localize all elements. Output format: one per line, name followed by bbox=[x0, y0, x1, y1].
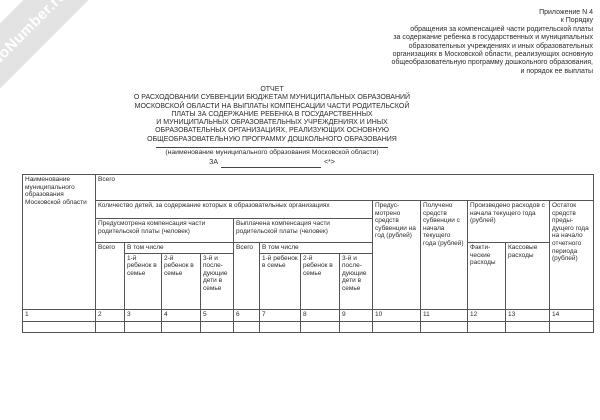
header-paid-including: В том числе bbox=[259, 242, 373, 254]
column-number-cell: 10 bbox=[372, 308, 421, 322]
header-prev-year-balance: Остаток средств преды- дущего года на на… bbox=[548, 200, 595, 310]
appendix-line: образовательных учреждениях и иных образ… bbox=[408, 42, 593, 50]
title-line: О РАСХОДОВАНИИ СУБВЕНЦИИ БЮДЖЕТАМ МУНИЦИ… bbox=[133, 94, 411, 102]
report-table: Наименование муниципального образования … bbox=[22, 174, 595, 333]
appendix-note: Приложение N 4 к Порядку обращения за ко… bbox=[391, 9, 593, 76]
column-number-cell: 11 bbox=[420, 308, 468, 322]
empty-data-cell bbox=[259, 320, 301, 333]
period-label: ЗА bbox=[209, 159, 218, 167]
appendix-line: и порядок ее выплаты bbox=[520, 67, 593, 75]
page-title: ОТЧЕТ bbox=[260, 86, 284, 93]
column-number-cell: 8 bbox=[300, 308, 340, 322]
appendix-line: общеобразовательную программу дошкольног… bbox=[391, 59, 593, 67]
column-number-cell: 7 bbox=[259, 308, 301, 322]
empty-data-cell bbox=[505, 320, 550, 333]
empty-data-cell bbox=[300, 320, 340, 333]
header-total: Всего bbox=[94, 174, 595, 201]
column-number-row: 1 2 3 4 5 6 7 8 9 10 11 12 13 14 bbox=[22, 308, 595, 322]
header-paid-child-1: 1-й ребенок в семье bbox=[259, 252, 301, 310]
column-number-cell: 9 bbox=[339, 308, 373, 322]
header-provided-including: В том числе bbox=[124, 242, 234, 254]
header-provided-child-2: 2-й ребенок в семье bbox=[161, 252, 201, 310]
header-provided-subtotal: Всего bbox=[95, 242, 125, 310]
appendix-line: за содержание ребенка в государственных … bbox=[393, 34, 593, 42]
appendix-line: организациях в Московской области, реали… bbox=[392, 51, 593, 59]
empty-data-cell bbox=[233, 320, 260, 333]
header-actual-expenses: Факти- ческие расходы bbox=[467, 242, 506, 310]
report-title-block: ОТЧЕТ О РАСХОДОВАНИИ СУБВЕНЦИИ БЮДЖЕТАМ … bbox=[0, 86, 544, 168]
empty-data-cell bbox=[161, 320, 201, 333]
header-paid-child-2: 2-й ребенок в семье bbox=[300, 252, 340, 310]
column-number-cell: 3 bbox=[124, 308, 162, 322]
column-number-cell: 1 bbox=[22, 308, 96, 322]
header-paid-subtotal: Всего bbox=[233, 242, 260, 310]
empty-data-cell bbox=[200, 320, 234, 333]
period-blank bbox=[221, 160, 321, 168]
empty-data-cell bbox=[420, 320, 468, 333]
header-provided-child-1: 1-й ребенок в семье bbox=[124, 252, 162, 310]
title-line: МОСКОВСКОЙ ОБЛАСТИ НА ВЫПЛАТЫ КОМПЕНСАЦИ… bbox=[134, 102, 410, 110]
header-children-count: Количество детей, за содержание которых … bbox=[95, 200, 373, 219]
municipality-name-blank bbox=[156, 147, 388, 149]
header-provided-comp: Предусмотрена компенсация части родитель… bbox=[95, 218, 234, 243]
header-expenses: Произведено расходов с начала текущего г… bbox=[467, 200, 550, 243]
empty-data-cell bbox=[22, 320, 96, 333]
empty-data-cell bbox=[467, 320, 506, 333]
title-line: И МУНИЦИПАЛЬНЫХ ОБРАЗОВАТЕЛЬНЫХ УЧРЕЖДЕН… bbox=[156, 119, 388, 127]
column-number-cell: 6 bbox=[233, 308, 260, 322]
title-line: ПЛАТЫ ЗА СОДЕРЖАНИЕ РЕБЕНКА В ГОСУДАРСТВ… bbox=[171, 110, 373, 118]
header-cash-expenses: Кассовые расходы bbox=[505, 242, 550, 310]
appendix-line: к Порядку bbox=[560, 17, 593, 25]
empty-data-row bbox=[22, 320, 595, 333]
column-number-cell: 12 bbox=[467, 308, 506, 322]
municipality-caption: (наименование муниципального образования… bbox=[165, 149, 379, 157]
column-number-cell: 14 bbox=[548, 308, 595, 322]
footnote-marker: <*> bbox=[324, 159, 335, 167]
header-received-funds: Получено средств субвенции с начала теку… bbox=[420, 200, 468, 310]
period-line: ЗА <*> bbox=[0, 159, 544, 168]
empty-data-cell bbox=[339, 320, 373, 333]
watermark-text: NoNumber.ru bbox=[0, 0, 70, 70]
appendix-line: Приложение N 4 bbox=[539, 9, 593, 16]
title-line: ОБЩЕОБРАЗОВАТЕЛЬНУЮ ПРОГРАММУ ДОШКОЛЬНОГ… bbox=[147, 135, 397, 143]
column-number-cell: 13 bbox=[505, 308, 550, 322]
header-paid-child-3: 3-й и после- дующие дети в семье bbox=[339, 252, 373, 310]
column-number-cell: 2 bbox=[95, 308, 125, 322]
header-provided-child-3: 3-й и после- дующие дети в семье bbox=[200, 252, 234, 310]
empty-data-cell bbox=[124, 320, 162, 333]
empty-data-cell bbox=[372, 320, 421, 333]
column-number-cell: 4 bbox=[161, 308, 201, 322]
title-line: ОБРАЗОВАТЕЛЬНЫХ ОРГАНИЗАЦИЯХ, РЕАЛИЗУЮЩИ… bbox=[155, 127, 389, 135]
column-number-cell: 5 bbox=[200, 308, 234, 322]
empty-data-cell bbox=[548, 320, 595, 333]
header-paid-comp: Выплачена компенсация части родительской… bbox=[233, 218, 373, 243]
appendix-line: обращения за компенсацией части родитель… bbox=[410, 25, 593, 33]
header-municipality: Наименование муниципального образования … bbox=[22, 174, 96, 310]
empty-data-cell bbox=[95, 320, 125, 333]
header-budgeted-funds: Предус- мотрено средств субвенции на год… bbox=[372, 200, 421, 310]
